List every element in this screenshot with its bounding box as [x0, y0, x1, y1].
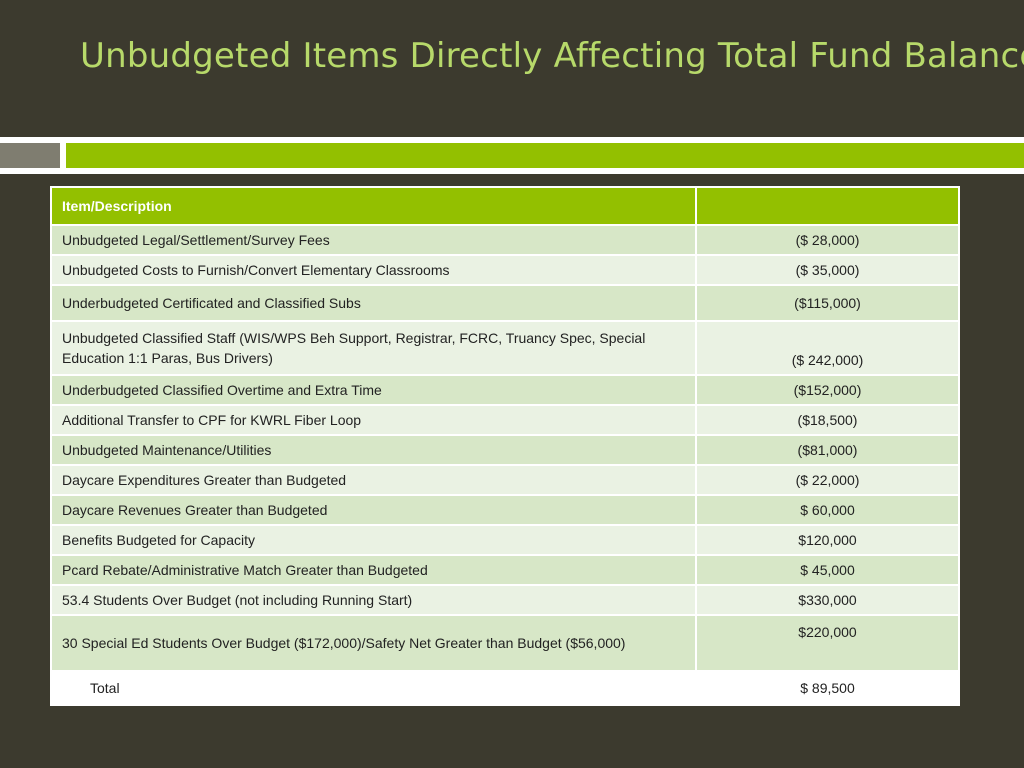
row-amount: ($115,000): [695, 284, 960, 322]
row-description: Unbudgeted Maintenance/Utilities: [50, 434, 697, 466]
row-description: Underbudgeted Classified Overtime and Ex…: [50, 374, 697, 406]
row-amount: ($ 28,000): [695, 224, 960, 256]
table-row: Unbudgeted Costs to Furnish/Convert Elem…: [50, 254, 960, 286]
table-row: Underbudgeted Certificated and Classifie…: [50, 284, 960, 322]
row-description: Daycare Expenditures Greater than Budget…: [50, 464, 697, 496]
table-header-row: Item/Description: [50, 186, 960, 226]
table-row: Underbudgeted Classified Overtime and Ex…: [50, 374, 960, 406]
row-description: Unbudgeted Costs to Furnish/Convert Elem…: [50, 254, 697, 286]
table-row: 53.4 Students Over Budget (not including…: [50, 584, 960, 616]
row-description: Daycare Revenues Greater than Budgeted: [50, 494, 697, 526]
table-row: 30 Special Ed Students Over Budget ($172…: [50, 614, 960, 672]
table-row: Unbudgeted Legal/Settlement/Survey Fees …: [50, 224, 960, 256]
table-row: Daycare Revenues Greater than Budgeted $…: [50, 494, 960, 526]
row-description: 53.4 Students Over Budget (not including…: [50, 584, 697, 616]
divider-gray-block: [0, 143, 60, 168]
row-description: Unbudgeted Legal/Settlement/Survey Fees: [50, 224, 697, 256]
row-description: Pcard Rebate/Administrative Match Greate…: [50, 554, 697, 586]
row-amount: $220,000: [695, 614, 960, 672]
row-amount: ($ 242,000): [695, 320, 960, 376]
table-row: Unbudgeted Classified Staff (WIS/WPS Beh…: [50, 320, 960, 376]
row-amount: ($ 35,000): [695, 254, 960, 286]
row-amount: $ 60,000: [695, 494, 960, 526]
fund-balance-table: Item/Description Unbudgeted Legal/Settle…: [50, 186, 960, 706]
slide-title: Unbudgeted Items Directly Affecting Tota…: [80, 36, 1024, 76]
row-amount: ($ 22,000): [695, 464, 960, 496]
table-row: Benefits Budgeted for Capacity $120,000: [50, 524, 960, 556]
divider-green-bar: [66, 143, 1024, 168]
table-total-row: Total $ 89,500: [50, 670, 960, 706]
total-amount: $ 89,500: [695, 670, 960, 706]
total-label: Total: [50, 670, 697, 706]
table-row: Pcard Rebate/Administrative Match Greate…: [50, 554, 960, 586]
row-description: Benefits Budgeted for Capacity: [50, 524, 697, 556]
header-amount: [695, 186, 960, 226]
table-row: Unbudgeted Maintenance/Utilities ($81,00…: [50, 434, 960, 466]
row-amount: ($18,500): [695, 404, 960, 436]
fund-balance-table-container: Item/Description Unbudgeted Legal/Settle…: [50, 186, 960, 706]
header-item-description: Item/Description: [50, 186, 697, 226]
row-description: 30 Special Ed Students Over Budget ($172…: [50, 614, 697, 672]
row-description: Unbudgeted Classified Staff (WIS/WPS Beh…: [50, 320, 697, 376]
row-amount: ($81,000): [695, 434, 960, 466]
table-row: Additional Transfer to CPF for KWRL Fibe…: [50, 404, 960, 436]
row-amount: ($152,000): [695, 374, 960, 406]
row-amount: $ 45,000: [695, 554, 960, 586]
row-amount: $120,000: [695, 524, 960, 556]
row-description: Additional Transfer to CPF for KWRL Fibe…: [50, 404, 697, 436]
table-row: Daycare Expenditures Greater than Budget…: [50, 464, 960, 496]
row-amount: $330,000: [695, 584, 960, 616]
row-description: Underbudgeted Certificated and Classifie…: [50, 284, 697, 322]
